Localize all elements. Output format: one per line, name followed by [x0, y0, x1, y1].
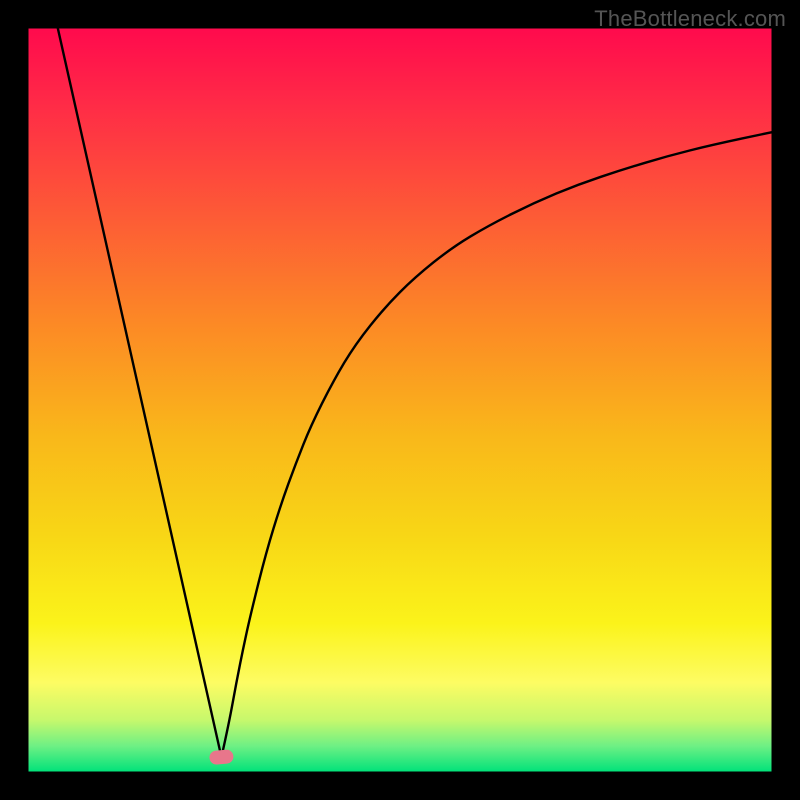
plot-background — [28, 28, 772, 772]
bottleneck-chart: TheBottleneck.com — [0, 0, 800, 800]
chart-svg — [0, 0, 800, 800]
